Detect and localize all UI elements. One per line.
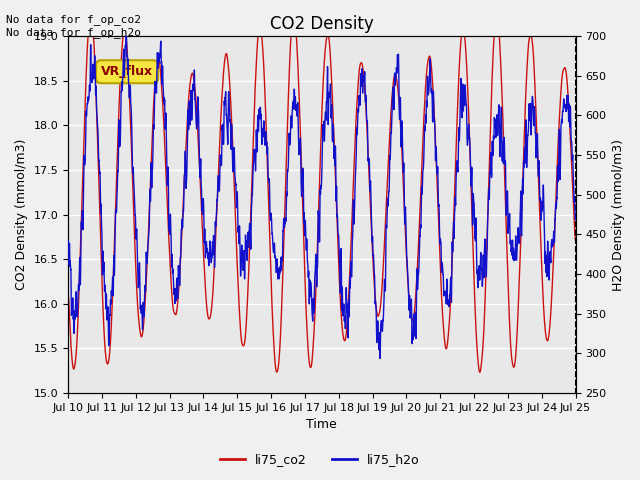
- X-axis label: Time: Time: [307, 419, 337, 432]
- Text: No data for f_op_co2
No data for f_op_h2o: No data for f_op_co2 No data for f_op_h2…: [6, 14, 141, 38]
- Text: VR_flux: VR_flux: [101, 65, 153, 78]
- Y-axis label: H2O Density (mmol/m3): H2O Density (mmol/m3): [612, 139, 625, 290]
- Legend: li75_co2, li75_h2o: li75_co2, li75_h2o: [215, 448, 425, 471]
- Y-axis label: CO2 Density (mmol/m3): CO2 Density (mmol/m3): [15, 139, 28, 290]
- Title: CO2 Density: CO2 Density: [270, 15, 374, 33]
